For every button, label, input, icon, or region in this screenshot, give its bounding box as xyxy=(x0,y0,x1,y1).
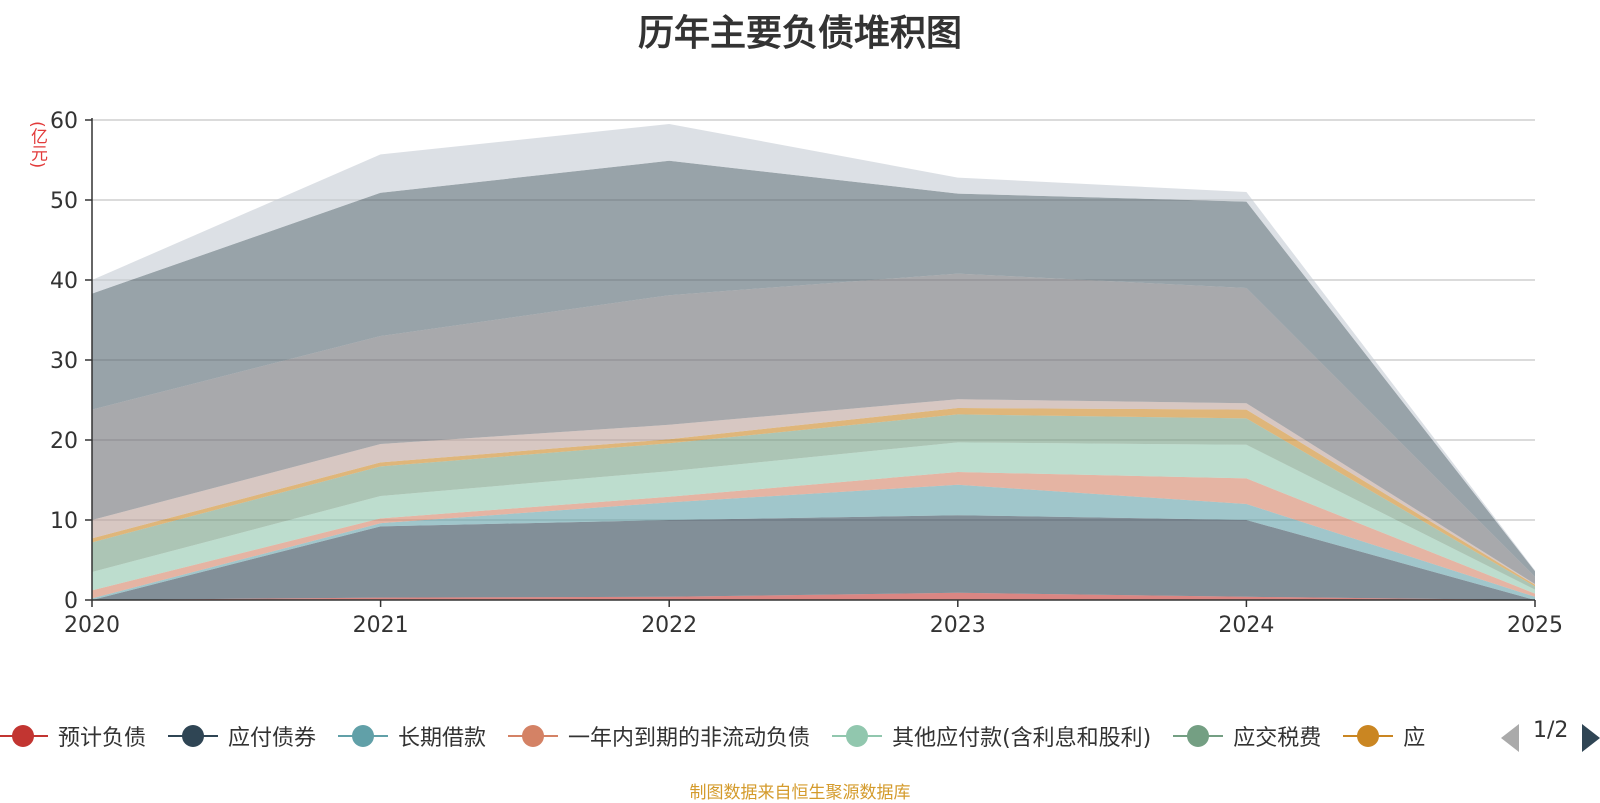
legend-page-indicator: 1/2 xyxy=(1533,718,1569,743)
legend-marker-icon xyxy=(168,724,219,748)
x-tick-label: 2023 xyxy=(930,613,986,638)
y-tick-label: 30 xyxy=(50,349,78,374)
legend-marker-icon xyxy=(0,724,48,748)
legend-label: 一年内到期的非流动负债 xyxy=(568,726,811,751)
legend: 预计负债 应付债券 长期借款 一年内到期的非流动负债 其他应付款(含利息和股利) 应交税费… xyxy=(0,716,1495,756)
chart-title: 历年主要负债堆积图 xyxy=(637,13,962,54)
legend-marker-icon xyxy=(338,724,389,748)
area-series-7 xyxy=(92,399,1535,585)
source-note: 制图数据来自恒生聚源数据库 xyxy=(689,783,911,803)
legend-marker-icon xyxy=(1173,724,1224,748)
legend-marker-icon xyxy=(1343,724,1394,748)
x-tick-label: 2021 xyxy=(353,613,409,638)
y-tick-label: 10 xyxy=(50,509,78,534)
x-tick-label: 2022 xyxy=(641,613,697,638)
y-axis-unit-label: (亿元) xyxy=(27,121,47,169)
legend-marker-icon xyxy=(508,724,559,748)
legend-label: 应交税费 xyxy=(1233,726,1322,751)
axes: 0 10 20 30 40 50 60 2020 2021 2022 2023 2024 2025 xyxy=(50,109,1563,638)
legend-marker-icon xyxy=(832,724,883,748)
area-series-9 xyxy=(92,160,1535,577)
x-tick-label: 2025 xyxy=(1507,613,1563,638)
legend-next-page-icon[interactable] xyxy=(1582,724,1600,752)
area-series-0 xyxy=(92,592,1535,600)
legend-prev-page-icon[interactable] xyxy=(1501,724,1519,752)
legend-item[interactable]: 应交税费 xyxy=(1173,716,1321,756)
area-series-1 xyxy=(92,515,1535,600)
x-tick-label: 2020 xyxy=(64,613,120,638)
y-tick-label: 0 xyxy=(64,589,78,614)
x-tick-label: 2024 xyxy=(1218,613,1274,638)
legend-label: 应付债券 xyxy=(228,726,317,751)
legend-pager: 1/2 xyxy=(1500,718,1600,754)
legend-item[interactable]: 长期借款 xyxy=(338,716,486,756)
area-series-2 xyxy=(92,484,1535,600)
y-tick-label: 40 xyxy=(50,269,78,294)
legend-item[interactable]: 一年内到期的非流动负债 xyxy=(508,716,810,756)
legend-label: 应 xyxy=(1403,726,1426,751)
legend-label: 预计负债 xyxy=(58,726,147,751)
y-tick-label: 50 xyxy=(50,189,78,214)
area-series-8 xyxy=(92,273,1535,584)
legend-item[interactable]: 预计负债 xyxy=(0,716,146,756)
legend-label: 长期借款 xyxy=(398,726,487,751)
area-series-4 xyxy=(92,442,1535,594)
legend-item[interactable]: 应 xyxy=(1343,716,1425,756)
area-series-5 xyxy=(92,414,1535,590)
legend-item[interactable]: 应付债券 xyxy=(168,716,316,756)
legend-item[interactable]: 其他应付款(含利息和股利) xyxy=(832,716,1151,756)
y-tick-label: 20 xyxy=(50,429,78,454)
legend-label: 其他应付款(含利息和股利) xyxy=(892,726,1152,751)
stacked-areas xyxy=(92,124,1535,600)
y-tick-label: 60 xyxy=(50,109,78,134)
